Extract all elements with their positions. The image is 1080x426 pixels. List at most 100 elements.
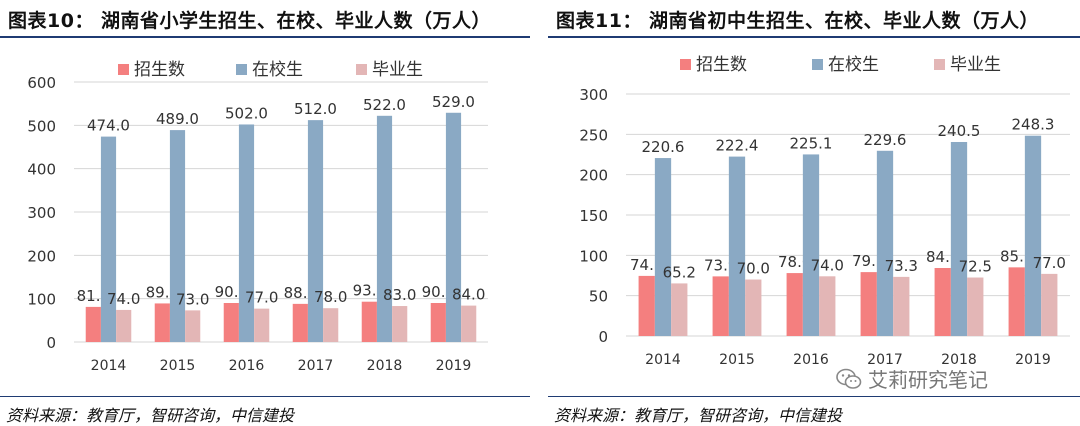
- source-note: 资料来源：教育厅，智研咨询，中信建投: [6, 406, 295, 425]
- bar: [967, 277, 984, 336]
- bar: [786, 273, 803, 336]
- title-rule: [548, 36, 1080, 38]
- x-tick-label: 2016: [229, 358, 265, 374]
- data-label: 229.6: [864, 131, 907, 149]
- x-tick-label: 2015: [719, 352, 755, 368]
- chart-title: 图表11： 湖南省初中生招生、在校、毕业人数（万人）: [556, 10, 1040, 32]
- bar: [1008, 267, 1025, 336]
- legend-label: 在校生: [828, 55, 879, 75]
- x-tick-label: 2019: [1015, 352, 1051, 368]
- legend-swatch: [812, 59, 823, 70]
- title-rule: [0, 36, 530, 38]
- bar: [802, 154, 820, 336]
- data-label: 225.1: [790, 134, 833, 152]
- bar: [728, 156, 746, 336]
- bar: [376, 115, 393, 342]
- y-tick-label: 300: [579, 86, 608, 104]
- data-label: 222.4: [716, 137, 759, 155]
- y-tick-label: 150: [579, 207, 608, 225]
- bar: [445, 112, 462, 343]
- data-label: 502.0: [225, 104, 268, 122]
- chart-panel-right: 图表11： 湖南省初中生招生、在校、毕业人数（万人） 0 50 100 150 200 2…: [548, 0, 1080, 426]
- x-tick-label: 2016: [793, 352, 829, 368]
- source-rule: [0, 396, 530, 397]
- y-tick-label: 600: [27, 74, 56, 92]
- bar: [893, 276, 910, 336]
- data-label: 77.0: [245, 289, 278, 307]
- data-label: 474.0: [87, 117, 130, 135]
- data-label: 220.6: [642, 138, 685, 156]
- bar: [100, 136, 117, 342]
- x-tick-label: 2014: [645, 352, 681, 368]
- bar: [307, 120, 324, 342]
- legend-label: 招生数: [134, 60, 185, 80]
- bar: [950, 141, 968, 336]
- source-note: 资料来源：教育厅，智研咨询，中信建投: [554, 406, 843, 425]
- bar: [223, 303, 239, 342]
- data-label: 489.0: [156, 110, 199, 128]
- y-tick-label: 200: [27, 247, 56, 265]
- bar: [745, 279, 762, 336]
- data-label: 70.0: [737, 260, 770, 278]
- bar: [361, 301, 377, 342]
- bar: [116, 309, 132, 342]
- legend-label: 毕业生: [950, 55, 1001, 75]
- x-tick-label: 2018: [367, 358, 403, 374]
- legend-label: 毕业生: [372, 60, 423, 80]
- data-label: 74.0: [107, 290, 140, 308]
- bar: [712, 276, 729, 336]
- data-label: 73.3: [885, 257, 918, 275]
- y-tick-label: 100: [27, 291, 56, 309]
- watermark: 艾莉研究笔记: [836, 364, 988, 393]
- chart-panel-left: 图表10： 湖南省小学生招生、在校、毕业人数（万人） 0 100 200 300 400…: [0, 0, 530, 426]
- legend-swatch: [934, 59, 945, 70]
- wechat-icon: [836, 368, 862, 389]
- data-label: 77.0: [1033, 254, 1066, 272]
- bar: [638, 275, 655, 336]
- x-tick-label: 2017: [298, 358, 334, 374]
- bar: [819, 276, 836, 336]
- y-tick-label: 400: [27, 161, 56, 179]
- bar: [185, 310, 201, 342]
- x-tick-label: 2014: [91, 358, 127, 374]
- legend-swatch: [118, 64, 129, 75]
- data-label: 73.0: [176, 290, 209, 308]
- y-tick-label: 50: [589, 288, 608, 306]
- legend-swatch: [680, 59, 691, 70]
- bar: [430, 303, 446, 342]
- bar: [1041, 273, 1058, 336]
- data-label: 522.0: [363, 96, 406, 114]
- watermark-text: 艾莉研究笔记: [868, 368, 988, 392]
- source-rule: [548, 396, 1080, 397]
- bar: [860, 272, 877, 336]
- legend-label: 在校生: [252, 60, 303, 80]
- data-label: 65.2: [663, 263, 696, 281]
- data-label: 84.0: [452, 286, 485, 304]
- data-label: 248.3: [1012, 116, 1055, 134]
- y-tick-label: 250: [579, 126, 608, 144]
- bar: [1024, 135, 1042, 336]
- bar: [461, 305, 477, 342]
- bar: [934, 267, 951, 336]
- x-tick-label: 2018: [941, 352, 977, 368]
- data-label: 72.5: [959, 258, 992, 276]
- legend-swatch: [236, 64, 247, 75]
- y-tick-label: 0: [598, 328, 608, 346]
- bar: [154, 303, 170, 342]
- data-label: 78.0: [314, 288, 347, 306]
- bar: [323, 308, 339, 342]
- bar: [85, 306, 101, 342]
- data-label: 512.0: [294, 100, 337, 118]
- y-tick-label: 200: [579, 167, 608, 185]
- y-tick-label: 0: [46, 334, 56, 352]
- bar: [254, 308, 270, 342]
- data-label: 529.0: [432, 93, 475, 111]
- bar: [671, 283, 688, 336]
- bar: [169, 130, 186, 342]
- y-tick-label: 300: [27, 204, 56, 222]
- chart-title: 图表10： 湖南省小学生招生、在校、毕业人数（万人）: [8, 10, 492, 32]
- y-tick-label: 100: [579, 247, 608, 265]
- x-tick-label: 2015: [160, 358, 196, 374]
